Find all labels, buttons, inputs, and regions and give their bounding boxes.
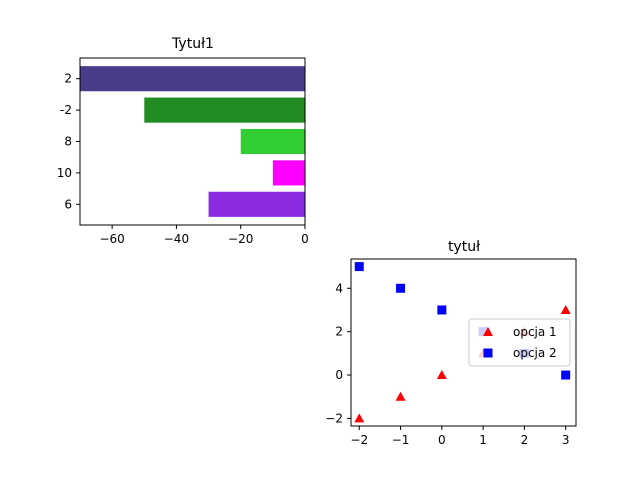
bar-chart: Tytuł1 2 -2 8 10 6 −60 −40 −20 0 — [57, 36, 309, 246]
bar-3 — [272, 160, 305, 186]
scatter-x-ticks: −2 −1 0 1 2 3 — [350, 426, 569, 447]
bar-x-tick-label: 0 — [301, 232, 309, 246]
bar-marks — [80, 66, 305, 217]
bar-y-tick-label: 8 — [64, 135, 72, 149]
scatter-x-tick-label: −1 — [392, 433, 410, 447]
scatter-legend: opcja 1 opcja 2 — [468, 318, 571, 367]
square-point-5 — [561, 370, 571, 380]
legend-label-2: opcja 2 — [513, 346, 557, 360]
bar-y-tick-label: 2 — [64, 72, 72, 86]
scatter-y-tick-label: −2 — [325, 411, 343, 425]
bar-x-tick-label: −20 — [228, 232, 253, 246]
legend-marker-1 — [483, 327, 493, 336]
scatter-y-ticks: −2 0 2 4 — [325, 281, 351, 425]
bar-x-ticks: −60 −40 −20 0 — [99, 225, 309, 246]
bar-y-ticks: 2 -2 8 10 6 — [57, 72, 80, 211]
bar-4 — [208, 191, 305, 217]
triangle-point-2 — [436, 370, 447, 380]
square-point-1 — [396, 283, 406, 293]
legend-box — [468, 318, 571, 367]
triangle-point-5 — [560, 304, 571, 314]
scatter-y-tick-label: 2 — [335, 325, 343, 339]
triangle-point-1 — [395, 391, 406, 401]
bar-1 — [144, 97, 305, 123]
scatter-y-tick-label: 0 — [335, 368, 343, 382]
bar-y-tick-label: 10 — [57, 166, 72, 180]
legend-marker-2 — [483, 348, 493, 358]
square-point-2 — [437, 305, 447, 315]
scatter-chart-title: tytuł — [448, 239, 480, 255]
scatter-chart: tytuł −2 −1 0 1 2 3 −2 0 2 4 opcja 1 opcja 2 — [325, 239, 577, 447]
triangle-point-0 — [354, 413, 365, 423]
bar-0 — [80, 66, 305, 92]
bar-x-tick-label: −60 — [99, 232, 124, 246]
bar-y-tick-label: -2 — [60, 103, 72, 117]
scatter-x-tick-label: −2 — [350, 433, 368, 447]
bar-chart-title: Tytuł1 — [171, 36, 214, 52]
bar-2 — [240, 128, 305, 155]
scatter-x-tick-label: 1 — [479, 433, 487, 447]
scatter-x-tick-label: 3 — [562, 433, 570, 447]
scatter-x-tick-label: 2 — [521, 433, 529, 447]
scatter-plot-frame — [350, 258, 577, 427]
bar-y-tick-label: 6 — [64, 197, 72, 211]
scatter-y-tick-label: 4 — [335, 281, 343, 295]
square-point-0 — [354, 262, 364, 272]
legend-label-1: opcja 1 — [513, 325, 557, 339]
scatter-x-tick-label: 0 — [438, 433, 446, 447]
bar-x-tick-label: −40 — [164, 232, 189, 246]
